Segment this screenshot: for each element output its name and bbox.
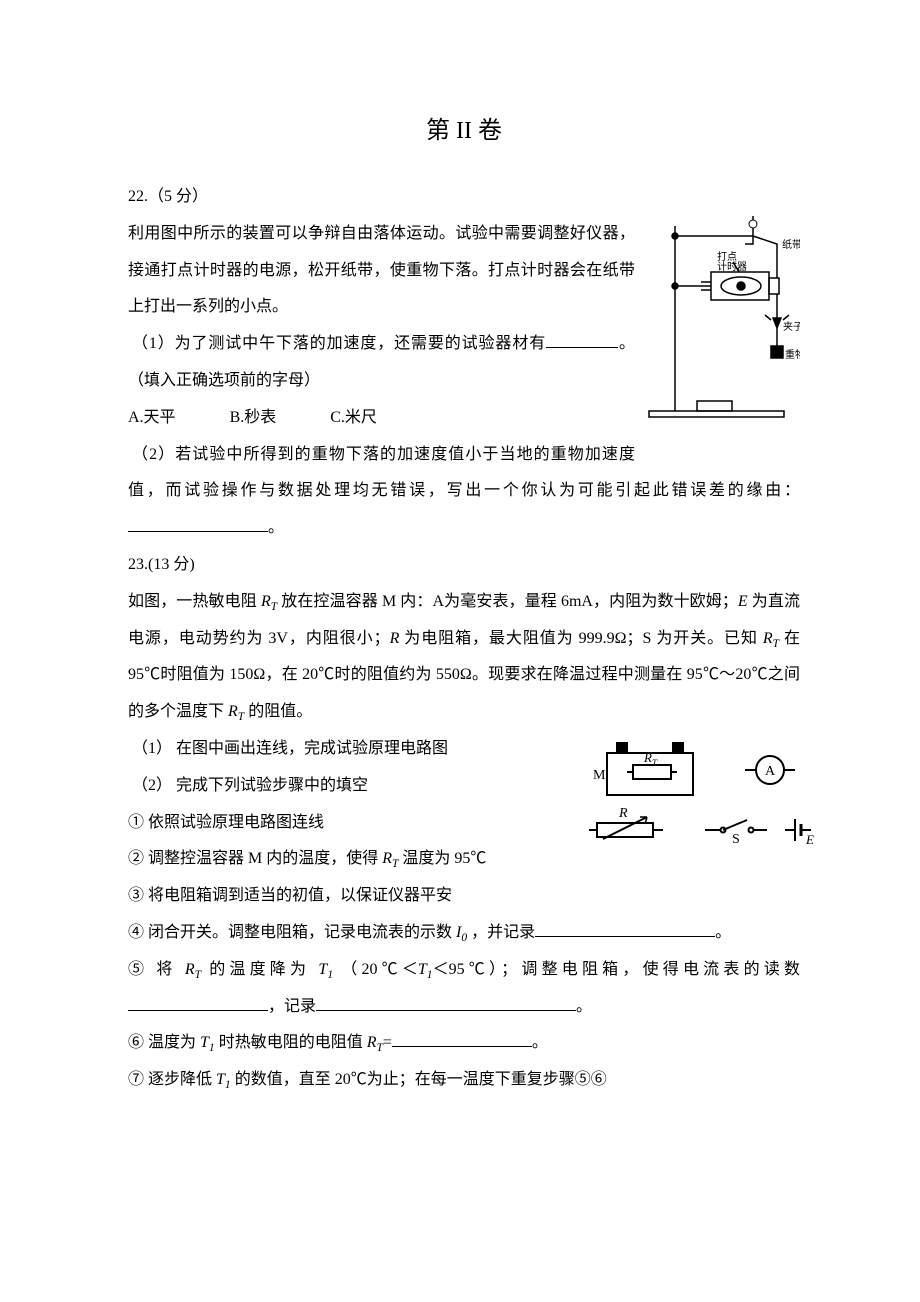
q23-blank-4[interactable] bbox=[535, 921, 715, 937]
q23-blank-5b[interactable] bbox=[316, 995, 576, 1011]
q22-figure: 纸带 打点 计时器 bbox=[645, 216, 800, 446]
fig23-r-label: R bbox=[618, 806, 628, 821]
q22-p1: 利用图中所示的装置可以争辩自由落体运动。试验中需要调整好仪器，接通打点计时器的电… bbox=[128, 225, 635, 316]
q23-step3: ③ 将电阻箱调到适当的初值，以保证仪器平安 bbox=[128, 878, 800, 915]
q22-options: A.天平 B.秒表 C.米尺 bbox=[128, 409, 427, 426]
q22-sub2: （2）若试验中所得到的重物下落的加速度值小于当地的重物加速度值，而试验操作与数据… bbox=[128, 446, 800, 537]
q23-step5: ⑤ 将 RT 的温度降为 T1 （20℃＜T1＜95℃）；调整电阻箱，使得电流表… bbox=[128, 952, 800, 1026]
q22-label: 22.（5 分） bbox=[128, 179, 800, 216]
q22-opt-a: A.天平 bbox=[128, 409, 176, 426]
fig23-e-label: E bbox=[805, 832, 814, 845]
fig22-weight-label: 重物 bbox=[785, 348, 800, 361]
q23-blank-6[interactable] bbox=[392, 1031, 532, 1047]
fig22-tape-label: 纸带 bbox=[782, 238, 800, 251]
q22-sub1: （1）为了测试中午下落的加速度，还需要的试验器材有。（填入正确选项前的字母） bbox=[128, 335, 635, 389]
q22-blank2[interactable] bbox=[128, 516, 268, 532]
q22-opt-c: C.米尺 bbox=[330, 409, 377, 426]
page-title: 第 II 卷 bbox=[128, 110, 800, 145]
fig22-timer-l2: 计时器 bbox=[717, 260, 747, 273]
fig23-s-label: S bbox=[732, 832, 740, 845]
q23-step7: ⑦ 逐步降低 T1 的数值，直至 20℃为止；在每一温度下重复步骤⑤⑥ bbox=[128, 1062, 800, 1099]
q22-blank1[interactable] bbox=[546, 332, 618, 348]
q22-opt-b: B.秒表 bbox=[230, 409, 277, 426]
q23-figure: RT M A R S bbox=[585, 735, 820, 845]
q23-label: 23.(13 分) bbox=[128, 547, 800, 584]
q23-step4: ④ 闭合开关。调整电阻箱，记录电流表的示数 I0 ，并记录。 bbox=[128, 915, 800, 952]
q23-step6: ⑥ 温度为 T1 时热敏电阻的电阻值 RT=。 bbox=[128, 1025, 800, 1062]
fig23-m-label: M bbox=[593, 768, 606, 783]
fig23-a-label: A bbox=[765, 764, 776, 779]
q23-step2: ② 调整控温容器 M 内的温度，使得 RT 温度为 95℃ bbox=[128, 841, 800, 878]
q23-body: 如图，一热敏电阻 RT 放在控温容器 M 内：A为毫安表，量程 6mA，内阻为数… bbox=[128, 584, 800, 731]
fig22-clip-label: 夹子 bbox=[783, 320, 800, 333]
q23-blank-5a[interactable] bbox=[128, 995, 268, 1011]
q22-body: 纸带 打点 计时器 bbox=[128, 216, 800, 547]
